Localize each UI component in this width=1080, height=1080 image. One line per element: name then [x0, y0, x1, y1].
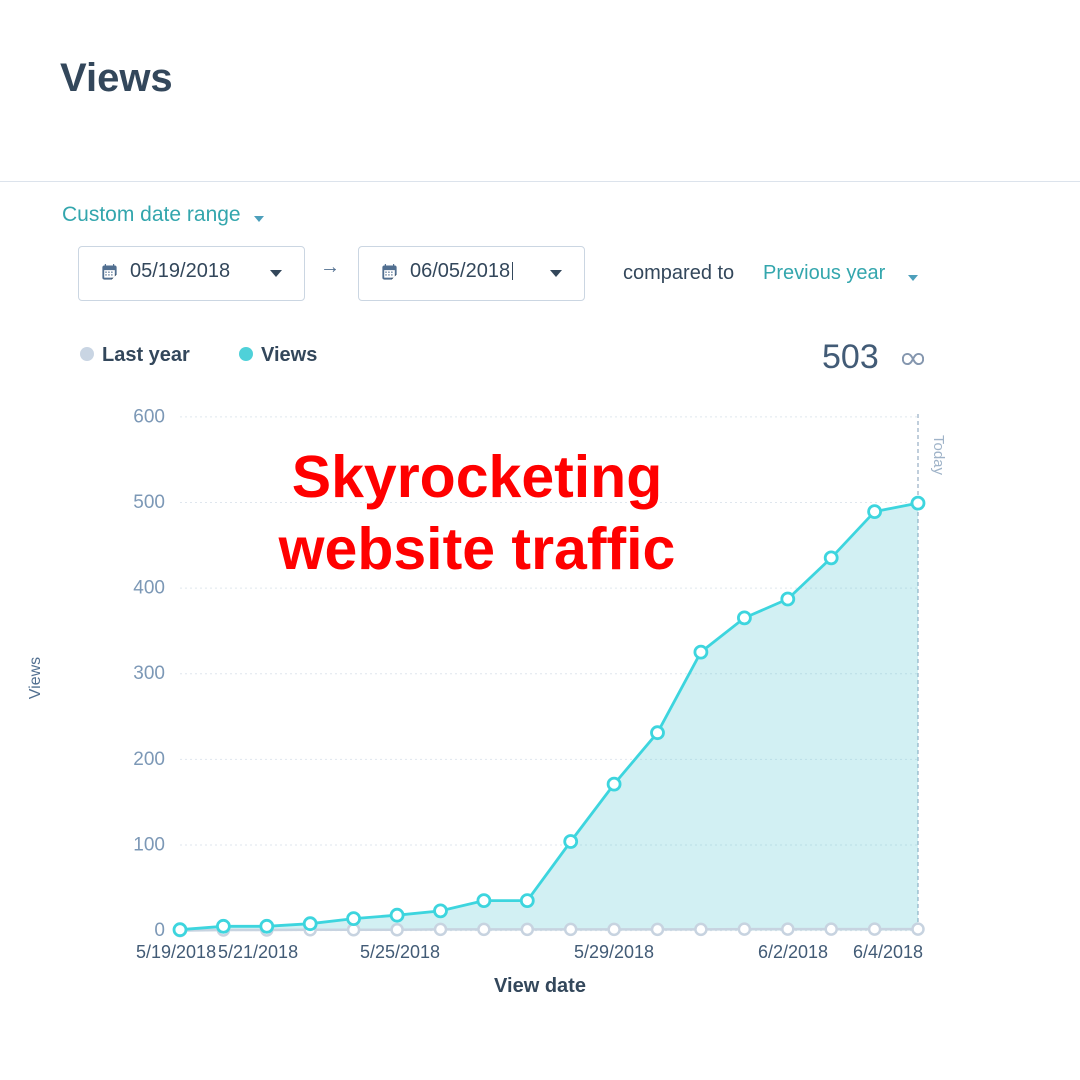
svg-text:Views: Views [27, 657, 44, 699]
svg-text:100: 100 [133, 835, 165, 856]
svg-text:0: 0 [154, 920, 165, 941]
svg-text:200: 200 [133, 749, 165, 770]
svg-text:600: 600 [133, 407, 165, 428]
svg-text:5/29/2018: 5/29/2018 [574, 942, 654, 962]
svg-text:6/2/2018: 6/2/2018 [758, 942, 828, 962]
svg-text:5/21/2018: 5/21/2018 [218, 942, 298, 962]
svg-text:5/25/2018: 5/25/2018 [360, 942, 440, 962]
svg-text:5/19/2018: 5/19/2018 [136, 942, 216, 962]
svg-text:6/4/2018: 6/4/2018 [853, 942, 923, 962]
svg-text:300: 300 [133, 663, 165, 684]
